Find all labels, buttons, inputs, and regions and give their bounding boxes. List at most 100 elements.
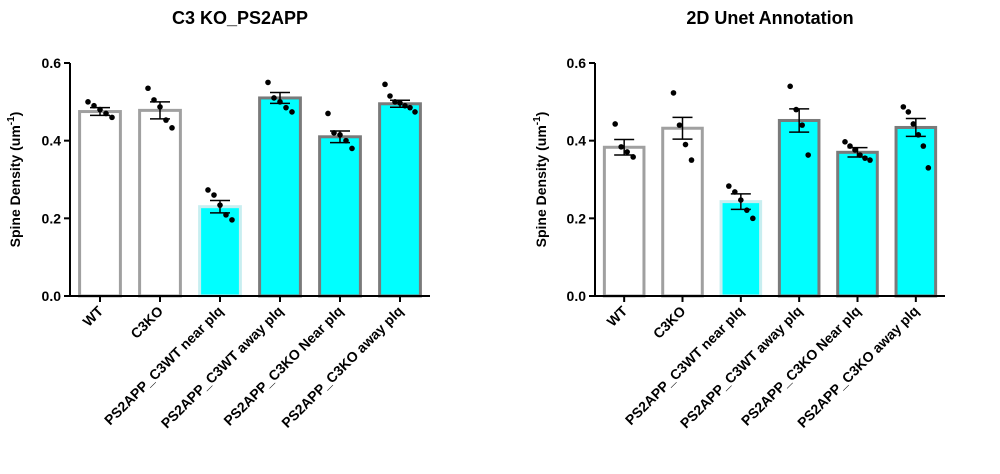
x-tick-label: WT	[604, 302, 631, 329]
error-bar	[672, 116, 693, 140]
bar	[894, 125, 938, 298]
data-point	[151, 97, 157, 103]
data-point	[343, 137, 349, 144]
data-point	[852, 147, 858, 153]
error-bar	[905, 117, 926, 138]
data-point	[289, 109, 295, 115]
data-point	[900, 104, 907, 110]
y-axis-label-sup: -1	[6, 116, 17, 125]
data-point	[402, 102, 408, 109]
x-tick-label: PS2APP_C3KO Near plq	[220, 303, 346, 429]
data-point	[910, 121, 917, 127]
data-point	[688, 157, 695, 163]
y-tick-label: 0.2	[567, 210, 587, 226]
data-point	[337, 132, 343, 138]
data-point	[925, 165, 932, 171]
data-point	[805, 152, 811, 158]
data-point	[205, 187, 211, 193]
data-point	[793, 106, 799, 113]
x-tick-label: PS2APP_C3WT away plq	[158, 303, 286, 431]
data-point	[670, 90, 677, 96]
chart-title: C3 KO_PS2APP	[172, 8, 308, 28]
data-point	[217, 202, 223, 208]
data-point	[85, 99, 91, 105]
y-tick-label: 0.4	[42, 133, 62, 149]
x-tick-label: PS2APP_C3WT near plq	[622, 303, 747, 428]
x-tick-label: PS2APP_C3KO Near plq	[738, 303, 864, 429]
data-point	[630, 154, 636, 160]
bar	[258, 96, 302, 298]
x-tick-label: PS2APP_C3KO away plq	[794, 303, 922, 431]
y-axis-label: Spine Density (um-1)	[532, 112, 549, 248]
data-point	[726, 183, 732, 189]
data-point	[169, 125, 175, 131]
data-point	[265, 79, 271, 86]
y-axis-label-sup: -1	[532, 116, 543, 125]
bar	[719, 200, 763, 298]
error-bar	[614, 138, 635, 156]
data-point	[382, 81, 388, 88]
data-point	[325, 110, 331, 117]
y-axis-label-text: Spine Density (um	[533, 125, 549, 247]
data-point	[750, 215, 756, 222]
data-point	[867, 157, 873, 163]
data-point	[397, 100, 403, 106]
data-point	[387, 93, 393, 99]
x-tick-label: PS2APP_C3KO away plq	[278, 303, 406, 431]
data-point	[163, 117, 169, 123]
data-point	[682, 141, 689, 148]
data-point	[624, 149, 630, 155]
data-point	[223, 212, 229, 218]
x-tick-label: C3KO	[127, 303, 166, 342]
x-tick-label: PS2APP_C3WT away plq	[677, 303, 805, 431]
data-point	[799, 122, 805, 128]
data-point	[862, 155, 868, 161]
data-point	[905, 109, 912, 115]
y-axis-label-text: Spine Density (um	[7, 125, 23, 247]
bar	[661, 126, 704, 298]
data-point	[857, 152, 863, 158]
data-point	[145, 85, 151, 92]
x-tick-label: PS2APP_C3WT near plq	[101, 303, 226, 428]
data-point	[229, 217, 235, 223]
x-tick-label: C3KO	[650, 303, 689, 342]
y-tick-label: 0.2	[42, 210, 62, 226]
bar	[318, 135, 362, 298]
data-point	[331, 130, 337, 136]
data-point	[283, 104, 289, 111]
data-point	[211, 192, 217, 198]
data-point	[915, 132, 922, 138]
data-point	[676, 122, 683, 128]
data-point	[407, 104, 413, 111]
y-axis-label-suffix: )	[533, 112, 549, 117]
bar	[836, 150, 879, 298]
data-point	[109, 114, 115, 121]
chart-title: 2D Unet Annotation	[686, 8, 853, 28]
bar	[138, 108, 182, 298]
data-point	[277, 99, 283, 105]
y-tick-label: 0.4	[567, 133, 587, 149]
y-tick-label: 0.0	[42, 288, 62, 304]
data-point	[618, 144, 624, 150]
bar	[777, 118, 821, 298]
bar	[378, 102, 422, 298]
data-point	[392, 99, 398, 105]
error-bar	[789, 108, 810, 133]
y-axis-label: Spine Density (um-1)	[6, 112, 23, 248]
y-tick-label: 0.6	[567, 55, 587, 71]
data-point	[847, 143, 853, 149]
data-point	[744, 207, 750, 213]
data-point	[738, 197, 744, 203]
data-point	[271, 95, 277, 101]
data-point	[103, 110, 109, 117]
bar	[78, 110, 122, 298]
data-point	[612, 121, 618, 127]
data-point	[842, 139, 848, 145]
data-point	[920, 143, 927, 149]
data-point	[412, 109, 418, 115]
data-point	[97, 106, 103, 113]
data-point	[157, 104, 163, 110]
x-tick-label: WT	[79, 302, 106, 329]
y-tick-label: 0.6	[42, 55, 62, 71]
